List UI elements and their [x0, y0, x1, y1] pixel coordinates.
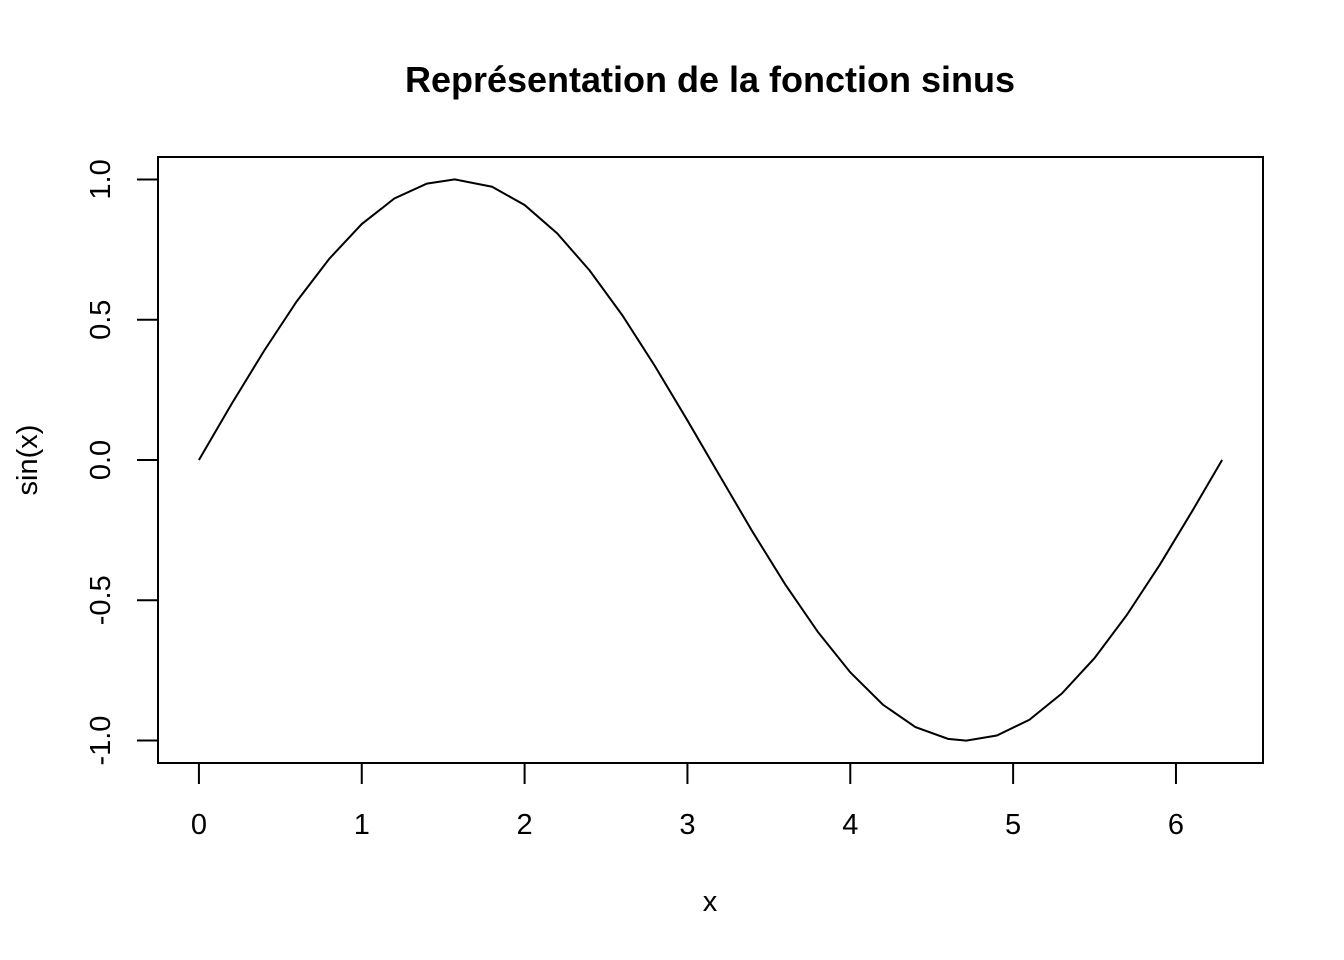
chart-title: Représentation de la fonction sinus	[405, 59, 1015, 100]
x-tick-label: 5	[1005, 809, 1021, 841]
y-tick-label: 1.0	[85, 159, 117, 199]
x-tick-label: 4	[842, 809, 858, 841]
x-axis: 0 1 2 3 4 5 6	[191, 762, 1184, 841]
x-tick-label: 0	[191, 809, 207, 841]
x-tick-label: 1	[354, 809, 370, 841]
y-tick-label: 0.0	[85, 440, 117, 480]
y-axis: -1.0 -0.5 0.0 0.5 1.0	[85, 159, 159, 766]
x-tick-label: 2	[517, 809, 533, 841]
y-tick-label: 0.5	[85, 300, 117, 340]
y-tick-label: -1.0	[85, 716, 117, 766]
y-axis-label: sin(x)	[12, 425, 44, 496]
x-axis-label: x	[703, 886, 718, 918]
x-tick-label: 3	[679, 809, 695, 841]
x-tick-label: 6	[1168, 809, 1184, 841]
y-tick-label: -0.5	[85, 575, 117, 625]
series-line-sin	[198, 178, 1223, 742]
